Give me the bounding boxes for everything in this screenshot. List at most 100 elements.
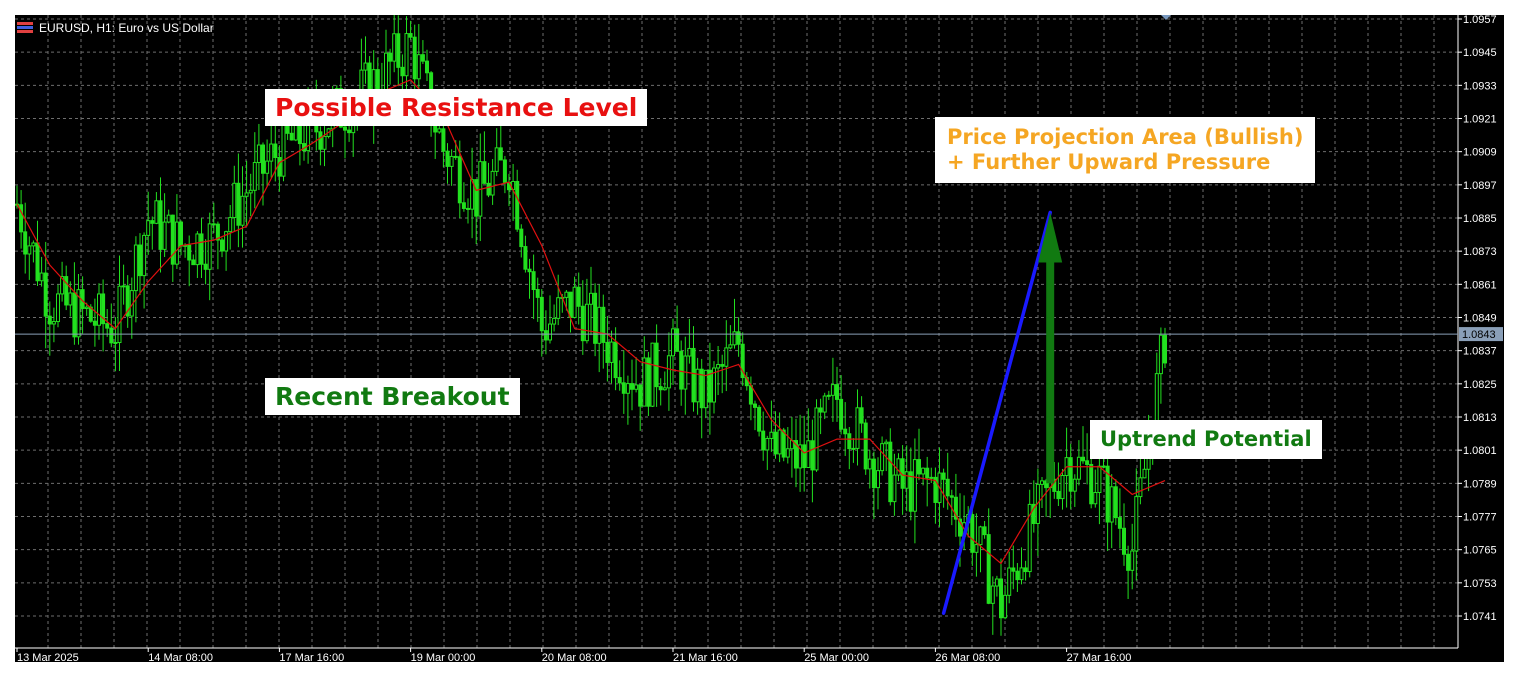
time-tick-label: 25 Mar 00:00 <box>804 652 869 662</box>
candle-body <box>457 156 462 204</box>
candle-body <box>1138 477 1143 498</box>
candle-body <box>207 223 212 270</box>
candle-body <box>871 458 876 489</box>
candle-body <box>408 33 413 38</box>
candle-body <box>43 272 48 317</box>
candle-body <box>933 476 938 503</box>
candle-body <box>154 200 159 224</box>
candle-body <box>769 431 774 439</box>
candle-body <box>949 495 954 498</box>
candle-body <box>56 293 60 323</box>
candle-body <box>958 518 962 537</box>
candle-body <box>1031 503 1036 525</box>
candle-body <box>941 472 946 480</box>
candle-body <box>420 54 425 62</box>
candle-body <box>712 367 716 403</box>
price-tick-label: 1.0753 <box>1463 578 1497 590</box>
candle-body <box>671 328 675 357</box>
candle-body <box>1093 492 1098 505</box>
candle-body <box>125 285 130 317</box>
price-tick-label: 1.0837 <box>1463 346 1497 358</box>
candle-body <box>617 377 622 384</box>
candle-body <box>597 306 602 344</box>
candle-body <box>388 52 393 62</box>
candle-body <box>753 403 757 408</box>
candle-body <box>248 189 253 194</box>
candle-body <box>142 234 147 277</box>
candle-body <box>1126 553 1131 571</box>
candle-body <box>638 384 643 407</box>
candle-body <box>601 306 606 343</box>
candle-body <box>1011 567 1016 572</box>
breakout-callout: Recent Breakout <box>265 378 520 415</box>
uptrend-callout: Uptrend Potential <box>1090 420 1322 459</box>
candle-body <box>392 33 397 62</box>
candle-body <box>720 364 725 367</box>
candle-body <box>666 355 671 389</box>
candle-body <box>19 204 24 233</box>
candle-body <box>84 306 89 309</box>
candle-body <box>72 292 77 338</box>
candle-body <box>896 458 901 476</box>
price-chart[interactable]: 1.0957 1.0945 1.0933 1.0921 1.0909 1.0897 1.08… <box>15 15 1504 662</box>
candle-body <box>634 384 639 390</box>
candle-body <box>642 357 647 407</box>
candle-body <box>51 321 56 325</box>
price-axis: 1.0957 1.0945 1.0933 1.0921 1.0909 1.0897 1.08… <box>1457 15 1497 648</box>
candle-body <box>1007 567 1012 596</box>
candle-body <box>121 285 126 288</box>
candle-body <box>552 317 557 325</box>
candle-body <box>150 220 155 224</box>
candle-body <box>289 132 294 141</box>
candle-body <box>740 343 745 379</box>
price-tick-label: 1.0765 <box>1463 545 1497 557</box>
candle-body <box>1040 480 1044 485</box>
candle-body <box>482 161 487 184</box>
price-tick-label: 1.0849 <box>1463 313 1497 325</box>
candle-body <box>519 228 524 248</box>
candle-body <box>1019 567 1024 581</box>
chart-area[interactable]: 1.0957 1.0945 1.0933 1.0921 1.0909 1.0897 1.08… <box>15 15 1504 662</box>
candle-body <box>970 514 975 553</box>
candle-body <box>502 159 507 183</box>
candle-body <box>679 350 684 390</box>
candle-body <box>170 214 175 265</box>
candle-body <box>630 383 634 390</box>
candle-body <box>584 303 589 342</box>
candle-body <box>433 124 438 133</box>
candle-body <box>707 369 712 403</box>
time-tick-label: 17 Mar 16:00 <box>279 652 344 662</box>
candle-body <box>568 291 573 319</box>
candle-body <box>1163 334 1167 364</box>
candle-body <box>847 433 852 450</box>
candle-body <box>191 259 196 266</box>
price-tick-label: 1.0945 <box>1463 47 1497 59</box>
candle-body <box>814 407 819 471</box>
candle-body <box>1072 478 1077 492</box>
window-icon <box>17 22 33 34</box>
candle-body <box>785 448 790 458</box>
candle-body <box>498 147 503 161</box>
candle-body <box>843 428 848 435</box>
candle-body <box>925 467 930 479</box>
candle-body <box>609 341 614 363</box>
candle-body <box>449 155 454 167</box>
candle-body <box>474 179 479 217</box>
candle-body <box>174 221 179 265</box>
candle-body <box>461 202 466 209</box>
candle-body <box>256 144 261 164</box>
current-price-label: 1.0843 <box>1462 329 1496 341</box>
candle-body <box>716 364 721 369</box>
candle-body <box>851 447 856 450</box>
candle-body <box>912 459 917 512</box>
candle-body <box>105 323 110 329</box>
candle-body <box>765 437 770 451</box>
candle-body <box>133 244 138 292</box>
candle-body <box>691 347 696 403</box>
candle-body <box>781 429 786 458</box>
candle-body <box>839 398 844 430</box>
candle-body <box>621 382 626 394</box>
candle-body <box>876 470 880 489</box>
candle-body <box>27 245 32 255</box>
time-tick-label: 14 Mar 08:00 <box>148 652 213 662</box>
